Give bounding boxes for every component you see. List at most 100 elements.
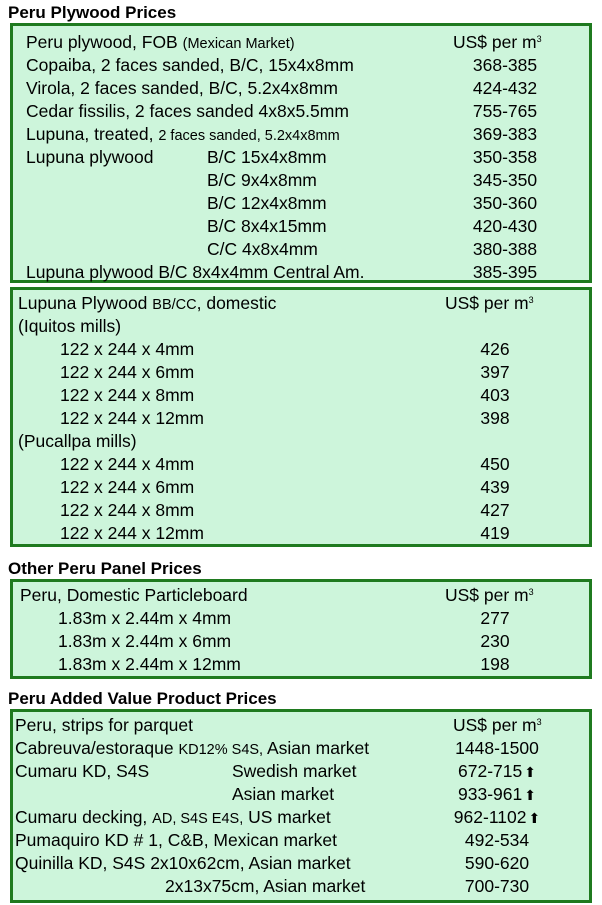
price-value: 427 (480, 499, 509, 522)
size-label: 122 x 244 x 6mm (60, 362, 195, 382)
price-text: 450 (480, 454, 510, 474)
header-note: BB/CC (152, 297, 197, 313)
table-row: Copaiba, 2 faces sanded, B/C, 15x4x8mm 36… (13, 54, 589, 77)
price-value: 700-730 (465, 875, 529, 898)
table-row: 122 x 244 x 6mm 397 (13, 361, 589, 384)
market-label: Swedish market (232, 761, 357, 781)
price-value: 672-715 ⬆ (458, 760, 536, 784)
header-text: Peru, strips for parquet (15, 715, 193, 735)
header-label: Peru, strips for parquet (15, 714, 193, 737)
row-label: Lupuna plywood (26, 146, 153, 169)
size-label: 1.83m x 2.44m x 6mm (58, 631, 232, 651)
header-label: Peru, Domestic Particleboard (20, 584, 248, 607)
grade-label: B/C 8x4x15mm (207, 216, 327, 236)
price-text: 933-961 (458, 784, 523, 804)
row-label: Quinilla KD, S4S 2x10x62cm, Asian market (15, 852, 351, 875)
table-row: Quinilla KD, S4S 2x10x62cm, Asian market… (13, 852, 589, 875)
price-value: 368-385 (473, 54, 537, 77)
price-value: 962-1102 ⬆ (454, 806, 540, 830)
section-title: Peru Added Value Product Prices (8, 689, 277, 708)
price-text: 420-430 (472, 216, 538, 236)
price-text: 230 (480, 631, 510, 651)
price-text: 492-534 (464, 830, 530, 850)
unit-text: US$ per m (445, 585, 529, 605)
table-row: 122 x 244 x 12mm 398 (13, 407, 589, 430)
table-row: Virola, 2 faces sanded, B/C, 5.2x4x8mm 42… (13, 77, 589, 100)
price-value: 426 (480, 338, 509, 361)
row-label: Lupuna plywood B/C 8x4x4mm Central Am. (26, 261, 365, 284)
table-row: Asian market 933-961 ⬆ (13, 783, 589, 806)
price-text: 397 (480, 362, 510, 382)
table-row: Lupuna, treated, 2 faces sanded, 5.2x4x8… (13, 123, 589, 146)
row-label: Cabreuva/estoraque KD12% S4S, Asian mark… (15, 737, 369, 762)
label-text: Cumaru decking, (15, 807, 148, 827)
table-row: 122 x 244 x 12mm 419 (13, 522, 589, 545)
price-text: 424-432 (472, 78, 538, 98)
price-value: 350-358 (473, 146, 537, 169)
header-row: Peru, Domestic Particleboard US$ per m3 (13, 584, 589, 607)
header-label: Lupuna Plywood BB/CC, domestic (18, 292, 276, 317)
label-text: Pumaquiro KD # 1, C&B, Mexican market (15, 830, 337, 850)
price-text: 590-620 (464, 853, 530, 873)
row-label: Pumaquiro KD # 1, C&B, Mexican market (15, 829, 337, 852)
size-label: 1.83m x 2.44m x 12mm (58, 654, 241, 674)
table-row: Cedar fissilis, 2 faces sanded 4x8x5.5mm… (13, 100, 589, 123)
label-text: Cumaru KD, S4S (15, 761, 150, 781)
size-label: 122 x 244 x 6mm (60, 477, 195, 497)
price-value: 369-383 (473, 123, 537, 146)
table-row: 122 x 244 x 8mm 427 (13, 499, 589, 522)
grade-label: C/C 4x8x4mm (207, 239, 318, 259)
price-text: 385-395 (472, 262, 538, 282)
price-value: 590-620 (465, 852, 529, 875)
price-text: 962-1102 (453, 807, 527, 827)
table-row: 1.83m x 2.44m x 4mm 277 (13, 607, 589, 630)
header-text: Peru, Domestic Particleboard (20, 585, 248, 605)
label-text-2: US market (248, 807, 331, 827)
unit-superscript: 3 (536, 34, 542, 44)
price-value: 492-534 (465, 829, 529, 852)
panel-prices-table: Peru, Domestic Particleboard US$ per m3 1.… (10, 579, 592, 679)
price-value: 933-961 ⬆ (458, 783, 536, 807)
price-value: 403 (480, 384, 509, 407)
price-text: 419 (480, 523, 510, 543)
price-text: 672-715 (458, 761, 523, 781)
price-text: 439 (480, 477, 510, 497)
size-label: 1.83m x 2.44m x 4mm (58, 608, 232, 628)
up-arrow-icon: ⬆ (524, 787, 536, 803)
header-row: Lupuna Plywood BB/CC, domestic US$ per m3 (13, 292, 589, 315)
label-text: Quinilla KD, S4S 2x10x62cm, Asian market (15, 853, 351, 873)
row-label: Copaiba, 2 faces sanded, B/C, 15x4x8mm (26, 54, 354, 77)
price-value: 450 (480, 453, 509, 476)
price-value: 277 (480, 607, 509, 630)
table-row: (Iquitos mills) (13, 315, 589, 338)
added-value-table: Peru, strips for parquet US$ per m3 Cabreu… (10, 709, 592, 903)
unit-label: US$ per m3 (445, 584, 534, 607)
table-row: 122 x 244 x 4mm 450 (13, 453, 589, 476)
price-value: 1448-1500 (455, 737, 539, 760)
unit-label: US$ per m3 (445, 292, 534, 315)
price-text: 1448-1500 (455, 738, 539, 758)
label-text: (Pucallpa mills) (18, 431, 137, 451)
unit-text: US$ per m (453, 32, 537, 52)
header-text: Lupuna Plywood (18, 293, 148, 313)
table-row: Lupuna plywood B/C 8x4x4mm Central Am. 38… (13, 261, 589, 284)
header-row: Peru plywood, FOB (Mexican Market) US$ pe… (13, 31, 589, 54)
price-value: 420-430 (473, 215, 537, 238)
price-text: 427 (480, 500, 510, 520)
label-text: Cedar fissilis, 2 faces sanded 4x8x5.5mm (26, 101, 349, 121)
price-value: 419 (480, 522, 509, 545)
label-text: Lupuna plywood (26, 147, 154, 167)
label-text: Virola, 2 faces sanded, B/C, 5.2x4x8mm (26, 78, 338, 98)
unit-superscript: 3 (528, 295, 534, 305)
header-note: (Mexican Market) (182, 36, 295, 52)
price-text: 426 (480, 339, 510, 359)
row-label: (Pucallpa mills) (18, 430, 137, 453)
row-label: Cedar fissilis, 2 faces sanded 4x8x5.5mm (26, 100, 349, 123)
table-row: 122 x 244 x 8mm 403 (13, 384, 589, 407)
unit-superscript: 3 (528, 587, 534, 597)
label-text: Cabreuva/estoraque (15, 738, 174, 758)
size-label: 122 x 244 x 8mm (60, 385, 195, 405)
price-value: 345-350 (473, 169, 537, 192)
table-row: 1.83m x 2.44m x 12mm 198 (13, 653, 589, 676)
size-label: 122 x 244 x 12mm (60, 523, 204, 543)
